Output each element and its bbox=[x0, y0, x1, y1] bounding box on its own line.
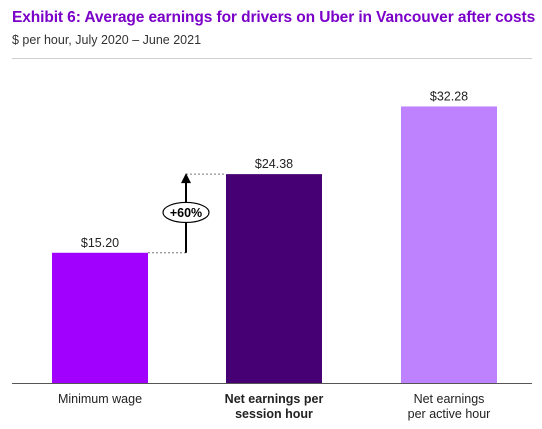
bar-2 bbox=[401, 106, 497, 384]
bar-1 bbox=[226, 174, 322, 383]
header-divider bbox=[12, 58, 532, 59]
annotation-arrow-head bbox=[181, 173, 191, 184]
x-tick-label-2-1: per active hour bbox=[408, 407, 491, 421]
annotation-oval bbox=[162, 201, 210, 224]
chart-title: Exhibit 6: Average earnings for drivers … bbox=[12, 9, 536, 26]
bar-value-label-1: $24.38 bbox=[255, 157, 293, 171]
x-tick-label-0-0: Minimum wage bbox=[58, 392, 142, 406]
x-tick-label-1-1: session hour bbox=[235, 407, 313, 421]
x-tick-label-2-0: Net earnings bbox=[414, 392, 485, 406]
x-tick-label-1-0: Net earnings per bbox=[225, 392, 324, 406]
chart-subtitle: $ per hour, July 2020 – June 2021 bbox=[12, 33, 202, 47]
annotation-label: +60% bbox=[170, 206, 202, 220]
bar-0 bbox=[52, 252, 148, 383]
bar-value-label-2: $32.28 bbox=[430, 89, 468, 103]
bar-value-label-0: $15.20 bbox=[81, 236, 119, 250]
